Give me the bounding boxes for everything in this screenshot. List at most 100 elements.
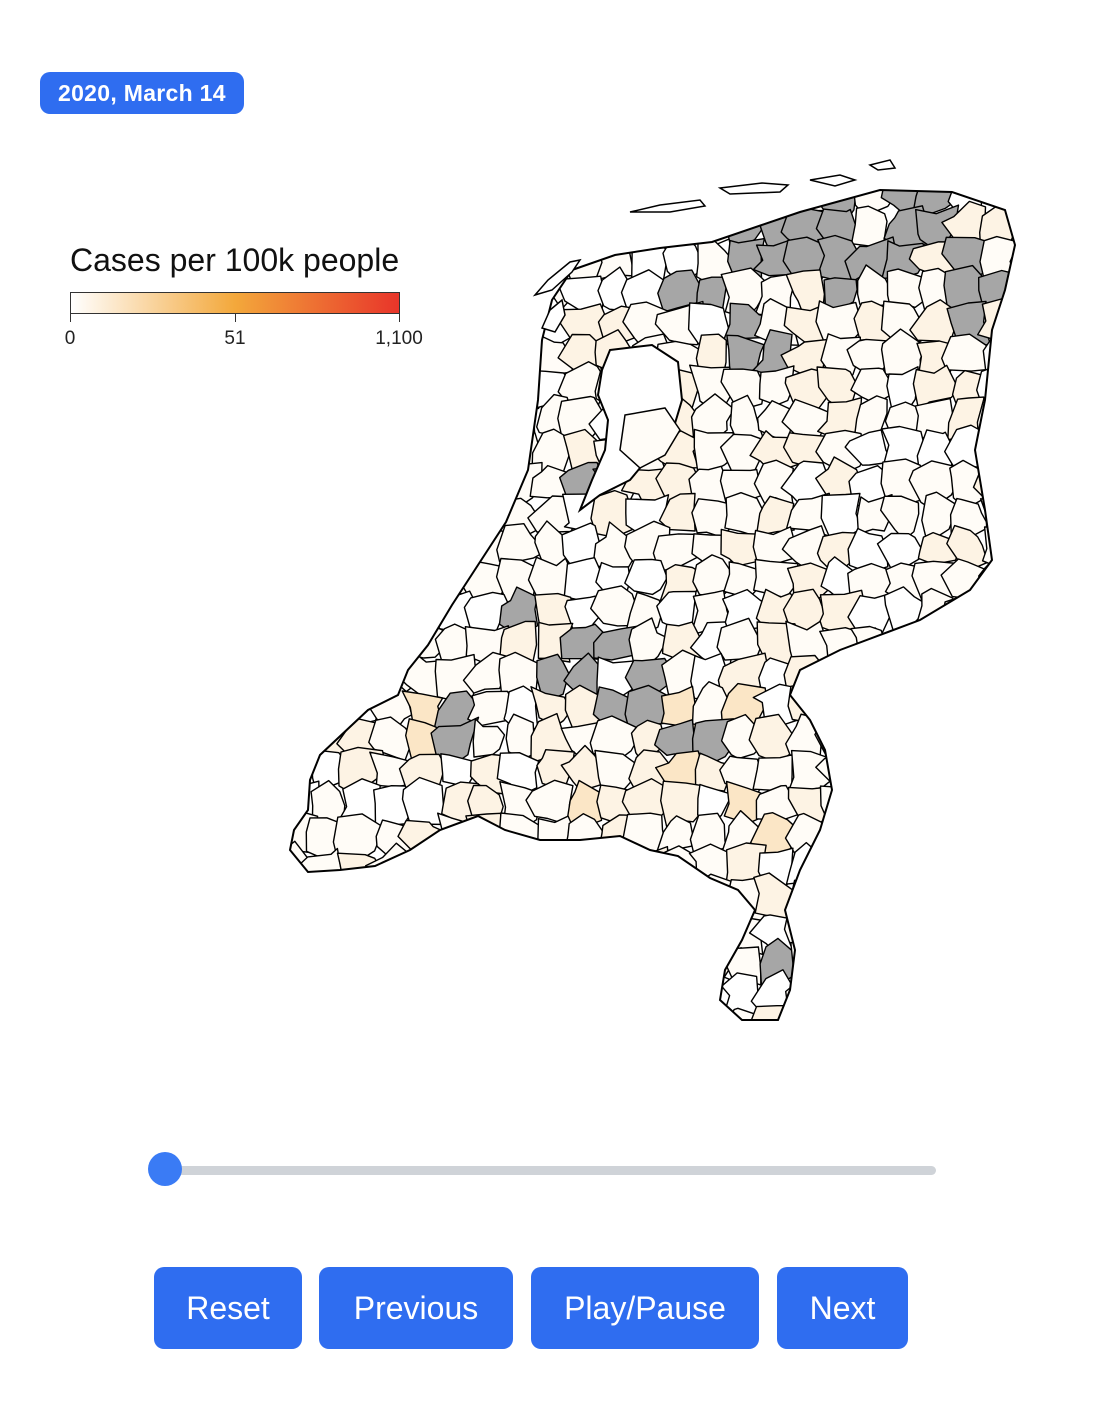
municipality-region[interactable] <box>371 586 418 637</box>
municipality-region[interactable] <box>1013 361 1040 405</box>
municipality-region[interactable] <box>436 812 482 859</box>
municipality-region[interactable] <box>468 367 514 412</box>
municipality-region[interactable] <box>403 207 447 249</box>
municipality-region[interactable] <box>401 877 444 922</box>
municipality-region[interactable] <box>976 681 1016 725</box>
municipality-region[interactable] <box>1008 944 1041 989</box>
municipality-region[interactable] <box>501 296 544 344</box>
municipality-region[interactable] <box>1008 780 1041 824</box>
municipality-region[interactable] <box>660 780 704 828</box>
municipality-region[interactable] <box>823 277 858 316</box>
municipality-region[interactable] <box>399 403 442 437</box>
municipality-region[interactable] <box>1011 495 1040 538</box>
wadden-island[interactable] <box>717 182 790 195</box>
municipality-region[interactable] <box>310 331 355 377</box>
municipality-region[interactable] <box>434 174 474 218</box>
municipality-region[interactable] <box>1008 882 1040 927</box>
municipality-region[interactable] <box>1017 589 1040 635</box>
municipality-region[interactable] <box>402 494 443 534</box>
municipality-region[interactable] <box>851 877 895 927</box>
play-pause-button[interactable]: Play/Pause <box>531 1267 759 1349</box>
municipality-region[interactable] <box>818 808 860 857</box>
municipality-region[interactable] <box>947 978 990 1018</box>
municipality-region[interactable] <box>340 332 384 379</box>
municipality-region[interactable] <box>339 620 383 667</box>
municipality-region[interactable] <box>851 747 895 796</box>
municipality-region[interactable] <box>625 1008 673 1030</box>
municipality-region[interactable] <box>437 238 483 280</box>
municipality-region[interactable] <box>530 686 572 727</box>
municipality-region[interactable] <box>399 584 443 630</box>
date-slider[interactable] <box>148 1150 938 1190</box>
municipality-region[interactable] <box>280 622 314 672</box>
municipality-region[interactable] <box>596 878 643 918</box>
municipality-region[interactable] <box>946 809 990 855</box>
municipality-region[interactable] <box>855 779 896 831</box>
municipality-region[interactable] <box>367 298 419 340</box>
municipality-region[interactable] <box>369 907 413 953</box>
municipality-region[interactable] <box>528 904 576 948</box>
municipality-region[interactable] <box>332 651 384 702</box>
municipality-region[interactable] <box>559 945 612 984</box>
municipality-region[interactable] <box>471 972 510 1018</box>
municipality-region[interactable] <box>404 237 440 282</box>
municipality-region[interactable] <box>980 1014 1022 1030</box>
municipality-region[interactable] <box>821 651 863 696</box>
municipality-region[interactable] <box>984 429 1020 479</box>
municipality-region[interactable] <box>466 393 508 439</box>
municipality-region[interactable] <box>720 368 766 408</box>
municipality-region[interactable] <box>280 488 318 537</box>
municipality-region[interactable] <box>280 330 322 379</box>
municipality-region[interactable] <box>430 393 481 444</box>
municipality-region[interactable] <box>436 497 477 535</box>
municipality-region[interactable] <box>335 200 383 256</box>
next-button[interactable]: Next <box>777 1267 908 1349</box>
municipality-region[interactable] <box>1013 467 1040 506</box>
municipality-region[interactable] <box>304 525 351 572</box>
municipality-region[interactable] <box>400 334 448 376</box>
municipality-region[interactable] <box>624 558 668 596</box>
municipality-region[interactable] <box>945 906 990 951</box>
slider-thumb[interactable] <box>148 1152 182 1186</box>
municipality-region[interactable] <box>396 433 449 474</box>
municipality-region[interactable] <box>530 844 569 891</box>
municipality-region[interactable] <box>341 974 387 1020</box>
municipality-region[interactable] <box>433 522 484 571</box>
municipality-region[interactable] <box>913 654 959 698</box>
municipality-region[interactable] <box>844 653 895 696</box>
municipality-region[interactable] <box>499 884 539 922</box>
municipality-region[interactable] <box>978 654 1025 695</box>
municipality-region[interactable] <box>370 170 415 216</box>
municipality-region[interactable] <box>625 912 671 954</box>
municipality-region[interactable] <box>880 495 920 541</box>
municipality-region[interactable] <box>436 207 477 250</box>
municipality-region[interactable] <box>940 782 993 830</box>
municipality-region[interactable] <box>497 201 542 254</box>
municipality-region[interactable] <box>881 877 927 927</box>
municipality-region[interactable] <box>496 968 542 1012</box>
municipality-region[interactable] <box>912 914 959 950</box>
municipality-region[interactable] <box>817 911 864 955</box>
municipality-region[interactable] <box>530 878 568 920</box>
municipality-region[interactable] <box>305 364 354 414</box>
municipality-region[interactable] <box>337 588 383 635</box>
municipality-region[interactable] <box>845 844 898 891</box>
municipality-region[interactable] <box>562 175 611 219</box>
municipality-region[interactable] <box>886 268 930 309</box>
municipality-region[interactable] <box>368 458 417 508</box>
municipality-region[interactable] <box>978 558 1022 604</box>
municipality-region[interactable] <box>434 909 471 958</box>
municipality-region[interactable] <box>912 785 963 830</box>
municipality-region[interactable] <box>280 941 317 986</box>
municipality-region[interactable] <box>308 690 352 735</box>
municipality-region[interactable] <box>332 813 384 860</box>
municipality-region[interactable] <box>433 843 477 889</box>
municipality-region[interactable] <box>280 367 313 412</box>
municipality-region[interactable] <box>909 814 957 860</box>
municipality-region[interactable] <box>590 848 639 886</box>
municipality-region[interactable] <box>975 790 1023 827</box>
wadden-island[interactable] <box>868 159 897 171</box>
slider-track[interactable] <box>162 1166 936 1175</box>
municipality-region[interactable] <box>302 170 352 218</box>
municipality-region[interactable] <box>1010 821 1040 852</box>
